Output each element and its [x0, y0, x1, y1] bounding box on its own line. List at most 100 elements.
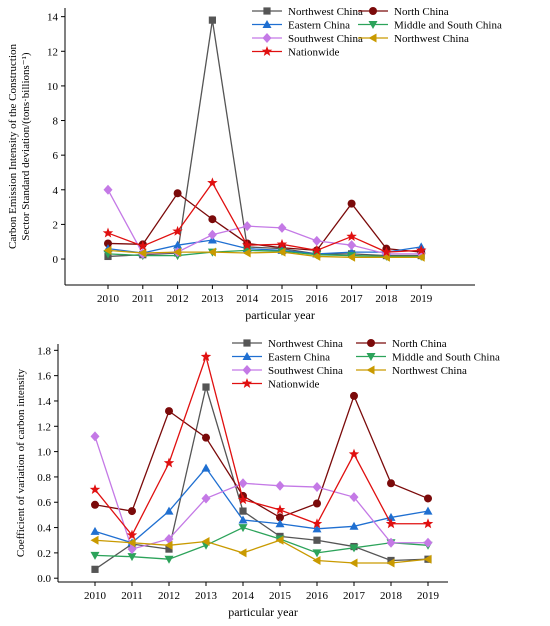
data-point	[387, 556, 395, 565]
data-point	[276, 238, 288, 249]
chart-coefficient-of-variation: 0.0 0.2 0.4 0.6 0.8 1.0 1.2 1.4 1.6 1.8 2010 2011 20…	[15, 338, 500, 619]
data-point	[137, 240, 149, 251]
y-tick-label: 4	[53, 185, 59, 197]
series-line	[94, 384, 429, 570]
y-tick-label: 10	[47, 81, 59, 93]
x-tick-label: 2019	[410, 293, 433, 305]
data-point	[90, 535, 99, 545]
data-point	[238, 524, 248, 533]
data-point	[208, 16, 216, 24]
data-point	[207, 247, 216, 257]
legend-label: Northwest China	[394, 33, 469, 45]
legend-marker	[241, 378, 253, 388]
data-point	[90, 526, 100, 535]
legend-item: Northwest China	[358, 33, 469, 45]
data-point	[173, 189, 182, 198]
y-tick-label: 1.6	[37, 371, 51, 383]
x-tick-label: 2013	[201, 293, 224, 305]
legend: Northwest China North China Eastern China M…	[252, 6, 502, 59]
data-point	[128, 507, 136, 516]
series-line	[107, 192, 422, 253]
legend-label: Northwest China	[268, 338, 343, 350]
x-tick-label: 2017	[341, 293, 364, 305]
data-point	[164, 506, 174, 515]
series-2	[90, 463, 433, 547]
data-point	[201, 493, 211, 504]
data-point	[201, 536, 210, 546]
data-point	[91, 565, 99, 573]
series-1	[104, 189, 426, 257]
series-line	[94, 394, 429, 519]
series-4	[90, 431, 433, 555]
data-point	[164, 533, 174, 544]
data-point	[347, 252, 356, 262]
legend-item: Nationwide	[252, 46, 339, 59]
data-point	[89, 484, 101, 495]
legend-label: Eastern China	[288, 20, 350, 32]
data-point	[173, 247, 182, 257]
legend: Northwest China North China Eastern China M…	[232, 338, 500, 391]
series-line	[107, 249, 422, 258]
series-line	[107, 249, 422, 258]
data-point	[239, 507, 247, 515]
x-tick-label: 2010	[97, 293, 120, 305]
x-tick-label: 2017	[343, 590, 366, 602]
data-point	[313, 536, 321, 544]
data-point	[423, 506, 433, 515]
data-point	[422, 518, 434, 529]
series-5	[103, 245, 425, 262]
data-point	[349, 558, 358, 568]
legend-item: North China	[356, 338, 447, 350]
data-point	[311, 244, 323, 255]
data-point	[104, 239, 112, 248]
series-line	[94, 539, 429, 564]
data-point	[164, 540, 173, 550]
y-tick-label: 0.6	[37, 497, 51, 509]
legend-marker	[242, 352, 252, 360]
legend-marker	[243, 339, 251, 347]
legend-item: Eastern China	[252, 20, 350, 32]
legend-item: Middle and South China	[358, 20, 502, 32]
series-line	[94, 354, 428, 537]
data-point	[349, 492, 359, 503]
legend-item: Eastern China	[232, 352, 330, 364]
chart-emission-intensity-std: 0 2 4 6 8 10 12 14 2010 2011 2012 2013 2014 2015 2016 2…	[7, 6, 502, 322]
data-point	[276, 513, 284, 522]
y-tick-label: 0.8	[37, 472, 51, 484]
data-point	[238, 478, 248, 489]
legend-label: Nationwide	[268, 379, 319, 391]
legend-label: Middle and South China	[394, 20, 502, 32]
data-point	[127, 538, 136, 548]
data-point	[348, 448, 360, 459]
x-tick-label: 2015	[269, 590, 292, 602]
series-line	[107, 239, 422, 255]
legend-label: Middle and South China	[392, 352, 500, 364]
data-point	[127, 553, 137, 562]
y-tick-label: 0.4	[37, 523, 51, 535]
y-axis-label: Coefficient of variation of carbon inten…	[15, 368, 27, 557]
data-point	[241, 239, 253, 250]
y-tick-label: 14	[47, 12, 59, 24]
data-point	[350, 391, 358, 400]
x-tick-label: 2012	[167, 293, 189, 305]
y-tick-label: 1.2	[37, 421, 51, 433]
data-point	[201, 463, 211, 472]
series-line	[107, 20, 422, 258]
data-point	[91, 500, 99, 509]
data-point	[102, 227, 114, 238]
x-tick-label: 2018	[375, 293, 398, 305]
data-point	[347, 240, 357, 251]
data-point	[90, 431, 100, 442]
data-point	[423, 554, 432, 564]
legend-item: Northwest China	[252, 6, 363, 18]
data-point	[312, 235, 322, 246]
y-axis-label: Sector Standard deviation/(tons·billions…	[20, 52, 32, 240]
series-5	[90, 535, 432, 568]
data-point	[381, 246, 392, 257]
data-point	[387, 479, 395, 488]
legend-marker	[368, 21, 378, 29]
legend-item: Southwest China	[252, 33, 363, 45]
legend-marker	[242, 365, 252, 375]
data-point	[103, 184, 113, 195]
legend-item: Southwest China	[232, 365, 343, 377]
